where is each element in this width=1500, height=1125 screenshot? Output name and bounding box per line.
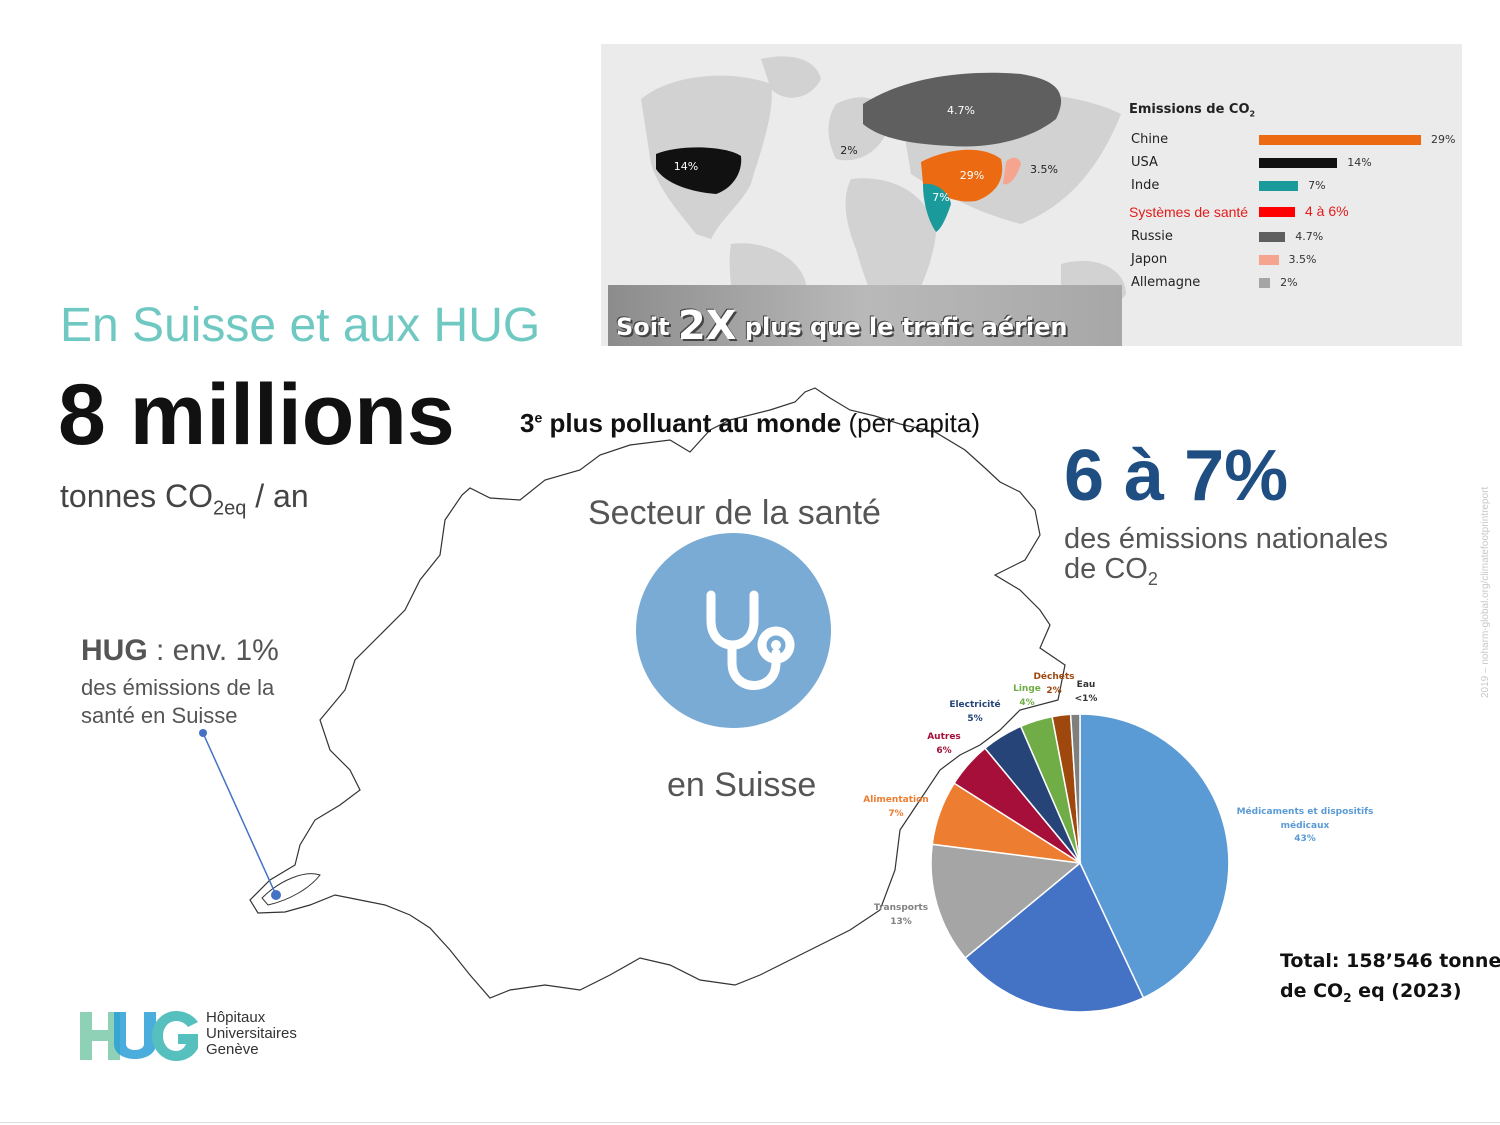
legend-value: 7% (1308, 179, 1326, 192)
stethoscope-icon (636, 533, 831, 728)
legend-label: Inde (1131, 178, 1160, 193)
hug-logo-text: Hôpitaux Universitaires Genève (206, 1009, 297, 1058)
legend-label: Chine (1131, 132, 1169, 147)
hug-pointer-line (202, 732, 277, 896)
pie-label: Médicaments et dispositifs médicaux 43% (1236, 807, 1374, 844)
pie-label: Electricité 5% (949, 700, 1001, 724)
legend-bar (1259, 278, 1271, 288)
hug-share-value: HUG : env. 1% (81, 634, 279, 667)
legend-value: 14% (1347, 156, 1372, 169)
pie-slice (930, 843, 1082, 960)
pie-slice (964, 861, 1145, 1013)
china-map-label: 29% (960, 169, 984, 182)
legend-bar (1259, 135, 1421, 145)
legend-row: Japon 3.5% (1129, 252, 1459, 272)
legend-row: Inde 7% (1129, 178, 1459, 198)
japan-shape (1003, 157, 1021, 185)
pie-label: Linge 4% (1013, 684, 1041, 708)
russia-shape (863, 72, 1062, 147)
pie-label: Déchets 2% (1033, 672, 1075, 696)
pie-slice (1069, 713, 1081, 864)
footer-divider (0, 1122, 1500, 1123)
hug-logo-mark (80, 1011, 198, 1061)
legend-label: Russie (1131, 229, 1173, 244)
pie-label: Autres 6% (927, 732, 961, 756)
banner-text: Soit 2X plus que le trafic aérien (616, 303, 1068, 346)
legend-bar (1259, 181, 1299, 191)
china-shape (921, 149, 1003, 202)
emissions-legend-title: Emissions de CO2 (1129, 102, 1256, 119)
usa-map-label: 14% (674, 160, 698, 173)
hug-logo: Hôpitaux Universitaires Genève (80, 1008, 320, 1064)
pie-label: Alimentation 7% (863, 795, 929, 819)
national-share-description: des émissions nationales de CO2 (1064, 523, 1389, 590)
other-map-label: 2% (840, 144, 857, 157)
legend-bar (1259, 232, 1286, 242)
legend-value: 4 à 6% (1305, 203, 1349, 219)
national-share-value: 6 à 7% (1064, 436, 1289, 516)
geneva-location-dot (271, 890, 281, 900)
greenland-shape (761, 56, 821, 98)
legend-bar (1259, 255, 1279, 265)
lake-geneva (261, 873, 321, 906)
japan-map-label: 3.5% (1030, 163, 1058, 176)
world-emissions-panel: 4.7% 14% 2% 29% 3.5% 7% Emissions de CO2… (601, 44, 1462, 346)
legend-label: Japon (1131, 252, 1168, 267)
legend-row: Allemagne 2% (1129, 275, 1459, 295)
hug-pointer-start (199, 729, 207, 737)
country-label: en Suisse (667, 766, 817, 804)
hug-share-description: des émissions de la santé en Suisse (81, 675, 275, 728)
hug-total-emissions: Total: 158’546 tonnes de CO2 eq (2023) (1280, 950, 1500, 1006)
india-shape (923, 183, 951, 232)
legend-row: Systèmes de santé 4 à 6% (1129, 203, 1459, 224)
legend-value: 29% (1431, 133, 1456, 146)
legend-bar (1259, 207, 1295, 217)
legend-label: Allemagne (1131, 275, 1201, 290)
pie-label: Transports 13% (873, 903, 929, 927)
russia-map-label: 4.7% (947, 104, 975, 117)
section-title: En Suisse et aux HUG (60, 299, 541, 352)
legend-row: Russie 4.7% (1129, 229, 1459, 249)
legend-value: 4.7% (1295, 230, 1324, 243)
pie-slice (1079, 713, 1230, 999)
legend-label: USA (1131, 155, 1158, 170)
legend-bar (1259, 158, 1338, 168)
india-map-label: 7% (932, 191, 949, 204)
legend-value: 3.5% (1288, 253, 1317, 266)
legend-value: 2% (1280, 276, 1298, 289)
legend-label: Systèmes de santé (1129, 204, 1249, 220)
legend-row: USA 14% (1129, 155, 1459, 175)
health-sector-label: Secteur de la santé (588, 494, 881, 532)
pie-label: Eau <1% (1074, 680, 1098, 704)
comparison-banner: Soit 2X plus que le trafic aérien (608, 285, 1122, 346)
source-credit: 2019 – noharm-global.org/climatefootprin… (1480, 486, 1491, 698)
total-emissions-value: 8 millions (58, 367, 455, 463)
legend-row: Chine 29% (1129, 132, 1459, 152)
usa-shape (656, 147, 742, 194)
total-emissions-unit: tonnes CO2eq / an (60, 478, 309, 520)
switzerland-border (249, 387, 1066, 999)
pollution-rank: 3e plus polluant au monde (per capita) (520, 408, 980, 438)
